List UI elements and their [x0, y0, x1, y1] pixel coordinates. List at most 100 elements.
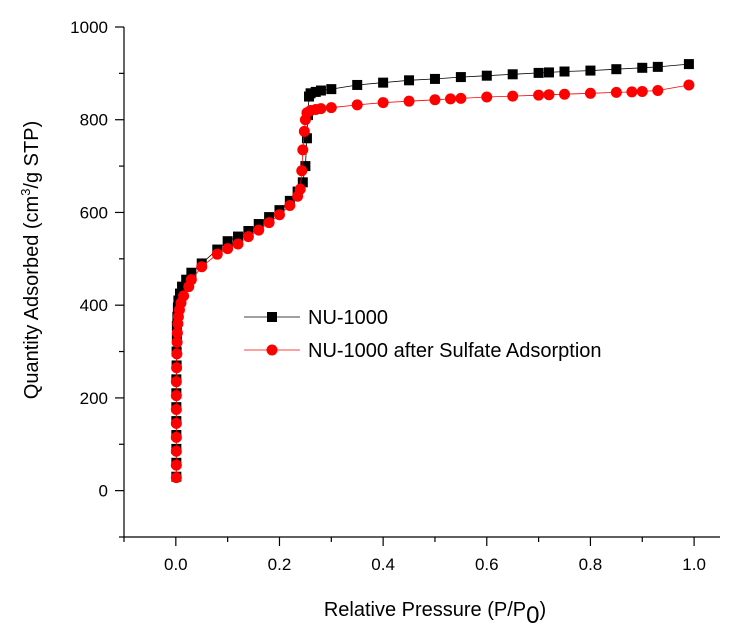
data-point [481, 91, 493, 103]
x-tick-label: 0.2 [268, 555, 292, 574]
data-point [253, 219, 264, 230]
data-point [178, 290, 190, 302]
data-point [171, 362, 183, 374]
data-point [171, 327, 183, 339]
data-point [315, 103, 327, 115]
data-point [683, 59, 694, 70]
legend-label: NU-1000 after Sulfate Adsorption [308, 340, 602, 362]
x-tick-label: 1.0 [682, 555, 706, 574]
data-point [429, 73, 440, 84]
data-point [559, 66, 570, 77]
data-point [404, 75, 415, 86]
legend-item: NU-1000 [244, 307, 388, 329]
data-point [351, 99, 363, 111]
x-tick-label: 0.6 [475, 555, 499, 574]
data-point [185, 274, 197, 286]
x-tick-label: 0.0 [164, 555, 188, 574]
data-point [170, 417, 182, 429]
data-point [222, 236, 233, 247]
data-point [636, 85, 648, 97]
data-point [242, 231, 254, 243]
x-axis: 0.0 0.2 0.4 0.6 0.8 1.0 [123, 536, 720, 574]
data-point [170, 472, 182, 484]
data-point [233, 231, 244, 242]
data-point [263, 217, 275, 229]
data-point [403, 95, 415, 107]
data-point [171, 336, 183, 348]
data-point [455, 92, 467, 104]
y-axis-title: Quantity Adsorbed (cm3/g STP) [18, 121, 43, 399]
data-point [300, 161, 311, 172]
data-point [170, 390, 182, 402]
data-point [297, 144, 309, 156]
legend-marker [267, 312, 277, 322]
data-point [170, 445, 182, 457]
data-point [507, 90, 519, 102]
legend: NU-1000 NU-1000 after Sulfate Adsorption [244, 307, 602, 362]
data-point [533, 67, 544, 78]
data-point [610, 86, 622, 98]
data-point [533, 89, 545, 101]
data-point [352, 79, 363, 90]
data-point [584, 87, 596, 99]
series-line [175, 84, 689, 478]
data-point [284, 200, 296, 211]
legend-label: NU-1000 [308, 307, 388, 329]
y-tick-label: 800 [80, 111, 108, 130]
data-point [273, 209, 285, 221]
y-tick-label: 200 [80, 389, 108, 408]
y-tick-label: 1000 [70, 18, 108, 37]
y-tick-label: 600 [80, 203, 108, 222]
data-point [626, 86, 638, 98]
series-line [175, 63, 689, 477]
data-point [294, 183, 306, 195]
data-point [481, 70, 492, 81]
data-point [543, 67, 554, 78]
data-point [652, 61, 663, 72]
x-tick-label: 0.8 [579, 555, 603, 574]
data-point [298, 125, 310, 137]
y-tick-label: 400 [80, 296, 108, 315]
data-point [455, 72, 466, 83]
data-point [170, 376, 182, 388]
data-point [186, 267, 197, 278]
data-point [301, 133, 312, 144]
series-1 [171, 59, 694, 482]
data-point [326, 84, 337, 95]
data-point [378, 77, 389, 88]
data-point [652, 85, 664, 97]
data-point [177, 281, 188, 292]
data-point [683, 79, 695, 91]
data-point [211, 248, 223, 260]
data-point [222, 243, 234, 255]
data-point [429, 94, 441, 106]
data-point [305, 88, 316, 99]
data-point [315, 85, 326, 96]
data-point [377, 97, 389, 109]
data-point [170, 459, 182, 471]
data-point [310, 86, 321, 97]
data-point [559, 88, 571, 100]
y-axis: 0 200 400 600 800 1000 [70, 18, 125, 538]
data-point [253, 224, 265, 236]
data-point [585, 65, 596, 76]
data-point [325, 102, 337, 114]
data-point [243, 226, 254, 236]
series-2 [170, 79, 695, 484]
data-point [170, 404, 182, 415]
data-point [171, 348, 183, 360]
data-point [507, 69, 518, 80]
data-point [611, 64, 622, 75]
data-point [196, 261, 208, 273]
data-point [637, 62, 648, 73]
data-point [543, 89, 555, 101]
y-tick-label: 0 [99, 482, 108, 501]
legend-item: NU-1000 after Sulfate Adsorption [244, 340, 602, 362]
data-point [296, 165, 308, 177]
legend-marker [266, 344, 278, 356]
data-point [232, 238, 244, 250]
plot-area [170, 59, 695, 484]
data-point [170, 431, 182, 443]
x-axis-title: Relative Pressure (P/P0) [324, 599, 546, 629]
